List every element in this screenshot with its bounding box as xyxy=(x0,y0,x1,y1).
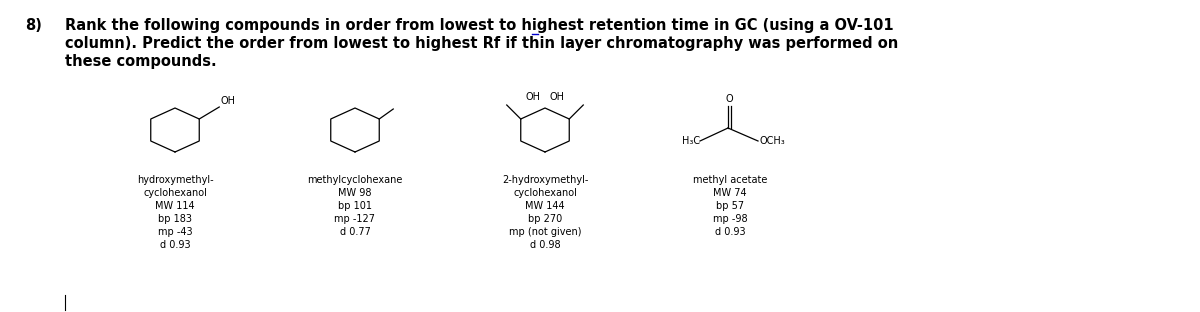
Text: hydroxymethyl-: hydroxymethyl- xyxy=(137,175,214,185)
Text: MW 74: MW 74 xyxy=(713,188,746,198)
Text: cyclohexanol: cyclohexanol xyxy=(143,188,206,198)
Text: bp 183: bp 183 xyxy=(158,214,192,224)
Text: d 0.93: d 0.93 xyxy=(160,240,191,250)
Text: d 0.77: d 0.77 xyxy=(340,227,371,237)
Text: mp (not given): mp (not given) xyxy=(509,227,581,237)
Text: 8): 8) xyxy=(25,18,42,33)
Text: 2-hydroxymethyl-: 2-hydroxymethyl- xyxy=(502,175,588,185)
Text: bp 101: bp 101 xyxy=(338,201,372,211)
Text: bp 57: bp 57 xyxy=(716,201,744,211)
Text: H₃C: H₃C xyxy=(682,136,700,146)
Text: d 0.93: d 0.93 xyxy=(715,227,745,237)
Text: mp -127: mp -127 xyxy=(335,214,376,224)
Text: MW 144: MW 144 xyxy=(526,201,565,211)
Text: Rank the following compounds in order from lowest to highest retention time in G: Rank the following compounds in order fr… xyxy=(65,18,894,33)
Text: column). Predict the order from lowest to highest Rf if thin layer chromatograph: column). Predict the order from lowest t… xyxy=(65,36,899,51)
Text: O: O xyxy=(725,94,733,104)
Text: MW 114: MW 114 xyxy=(155,201,194,211)
Text: mp -98: mp -98 xyxy=(713,214,748,224)
Text: d 0.98: d 0.98 xyxy=(529,240,560,250)
Text: OH: OH xyxy=(526,92,540,102)
Text: methylcyclohexane: methylcyclohexane xyxy=(307,175,403,185)
Text: MW 98: MW 98 xyxy=(338,188,372,198)
Text: methyl acetate: methyl acetate xyxy=(692,175,767,185)
Text: mp -43: mp -43 xyxy=(157,227,192,237)
Text: OCH₃: OCH₃ xyxy=(760,136,785,146)
Text: these compounds.: these compounds. xyxy=(65,54,217,69)
Text: bp 270: bp 270 xyxy=(528,214,562,224)
Text: cyclohexanol: cyclohexanol xyxy=(514,188,577,198)
Text: OH: OH xyxy=(221,96,235,106)
Text: OH: OH xyxy=(550,92,564,102)
